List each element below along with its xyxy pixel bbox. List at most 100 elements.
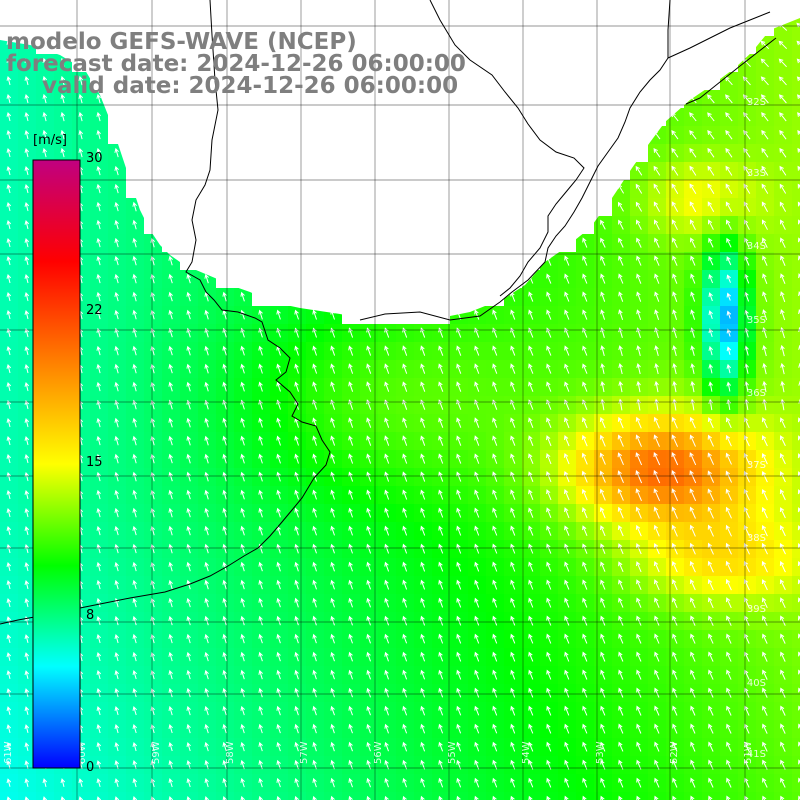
wind-arrow <box>797 183 800 189</box>
wind-arrow <box>132 706 138 716</box>
wind-arrow <box>672 723 678 734</box>
wind-arrow <box>780 741 786 752</box>
wind-arrow <box>168 705 173 716</box>
wind-arrow <box>528 651 534 662</box>
wind-arrow <box>780 219 786 230</box>
wind-arrow <box>312 651 317 662</box>
wind-arrow <box>348 579 353 590</box>
wind-arrow <box>132 345 137 356</box>
wind-arrow <box>780 777 786 788</box>
wind-arrow <box>636 633 642 644</box>
wind-arrow <box>582 363 588 374</box>
wind-arrow <box>690 633 696 644</box>
wind-arrow <box>672 309 678 320</box>
wind-arrow <box>797 129 800 135</box>
wind-cell <box>792 198 800 216</box>
wind-arrow <box>132 724 138 734</box>
wind-arrow <box>492 363 498 374</box>
wind-arrow <box>24 291 30 302</box>
wind-arrow <box>510 309 516 320</box>
wind-arrow <box>366 525 372 536</box>
wind-arrow <box>186 741 191 752</box>
wind-arrow <box>24 201 30 212</box>
wind-arrow <box>618 561 624 573</box>
wind-cell <box>792 684 800 702</box>
wind-arrow <box>402 687 408 698</box>
wind-arrow <box>186 543 191 554</box>
wind-arrow <box>690 237 696 248</box>
wind-arrow <box>24 706 30 716</box>
wind-arrow <box>762 273 768 284</box>
wind-arrow <box>474 381 480 392</box>
wind-arrow <box>96 237 101 248</box>
wind-cell <box>792 360 800 378</box>
wind-arrow <box>690 705 696 716</box>
wind-arrow <box>438 525 444 536</box>
wind-arrow <box>672 615 678 626</box>
wind-arrow <box>708 363 713 374</box>
wind-arrow <box>258 651 263 662</box>
wind-arrow <box>600 669 606 680</box>
wind-arrow <box>348 795 353 800</box>
wind-arrow <box>402 507 408 518</box>
wind-arrow <box>564 291 570 302</box>
wind-arrow <box>600 723 606 734</box>
wind-arrow <box>168 255 173 266</box>
wind-arrow <box>366 363 372 374</box>
wind-arrow <box>96 345 101 356</box>
wind-arrow <box>635 452 643 466</box>
wind-arrow <box>24 435 30 446</box>
wind-arrow <box>600 525 606 537</box>
wind-arrow <box>420 381 426 392</box>
wind-arrow <box>599 434 606 447</box>
wind-arrow <box>726 633 732 644</box>
wind-arrow <box>294 363 299 374</box>
wind-arrow <box>258 705 263 716</box>
wind-arrow <box>420 489 426 500</box>
wind-arrow <box>330 705 335 716</box>
wind-arrow <box>312 309 317 320</box>
wind-arrow <box>222 417 227 428</box>
wind-arrow <box>78 93 84 104</box>
wind-arrow <box>778 58 787 68</box>
wind-arrow <box>420 597 426 608</box>
wind-arrow <box>240 633 245 644</box>
wind-arrow <box>42 93 48 104</box>
coastline-upper <box>429 0 585 297</box>
wind-arrow <box>510 489 516 500</box>
wind-arrow <box>762 309 768 321</box>
wind-arrow <box>636 255 642 266</box>
wind-arrow <box>438 651 444 662</box>
wind-arrow <box>96 597 102 608</box>
wind-arrow <box>743 434 750 447</box>
wind-arrow <box>6 381 12 392</box>
wind-arrow <box>798 597 800 603</box>
wind-arrow <box>546 507 552 518</box>
wind-arrow <box>312 597 317 608</box>
wind-arrow <box>474 669 480 680</box>
wind-arrow <box>618 687 624 698</box>
wind-arrow <box>312 453 317 464</box>
wind-arrow <box>708 741 714 752</box>
wind-cell <box>792 522 800 540</box>
wind-arrow <box>546 651 552 662</box>
wind-arrow <box>689 416 696 429</box>
wind-arrow <box>726 256 732 266</box>
wind-arrow <box>492 687 498 698</box>
wind-arrow <box>797 201 800 207</box>
wind-arrow <box>402 633 408 644</box>
wind-arrow <box>222 471 227 482</box>
wind-cell <box>252 792 270 800</box>
wind-arrow <box>24 273 30 284</box>
wind-arrow <box>456 633 462 644</box>
wind-arrow <box>761 112 769 122</box>
wind-arrow <box>258 579 263 590</box>
wind-arrow <box>492 597 498 608</box>
wind-arrow <box>96 778 102 788</box>
wind-arrow <box>24 561 30 572</box>
wind-arrow <box>330 597 335 608</box>
wind-arrow <box>797 471 800 477</box>
wind-arrow <box>779 542 786 555</box>
wind-arrow <box>510 777 516 788</box>
wind-arrow <box>312 561 317 572</box>
